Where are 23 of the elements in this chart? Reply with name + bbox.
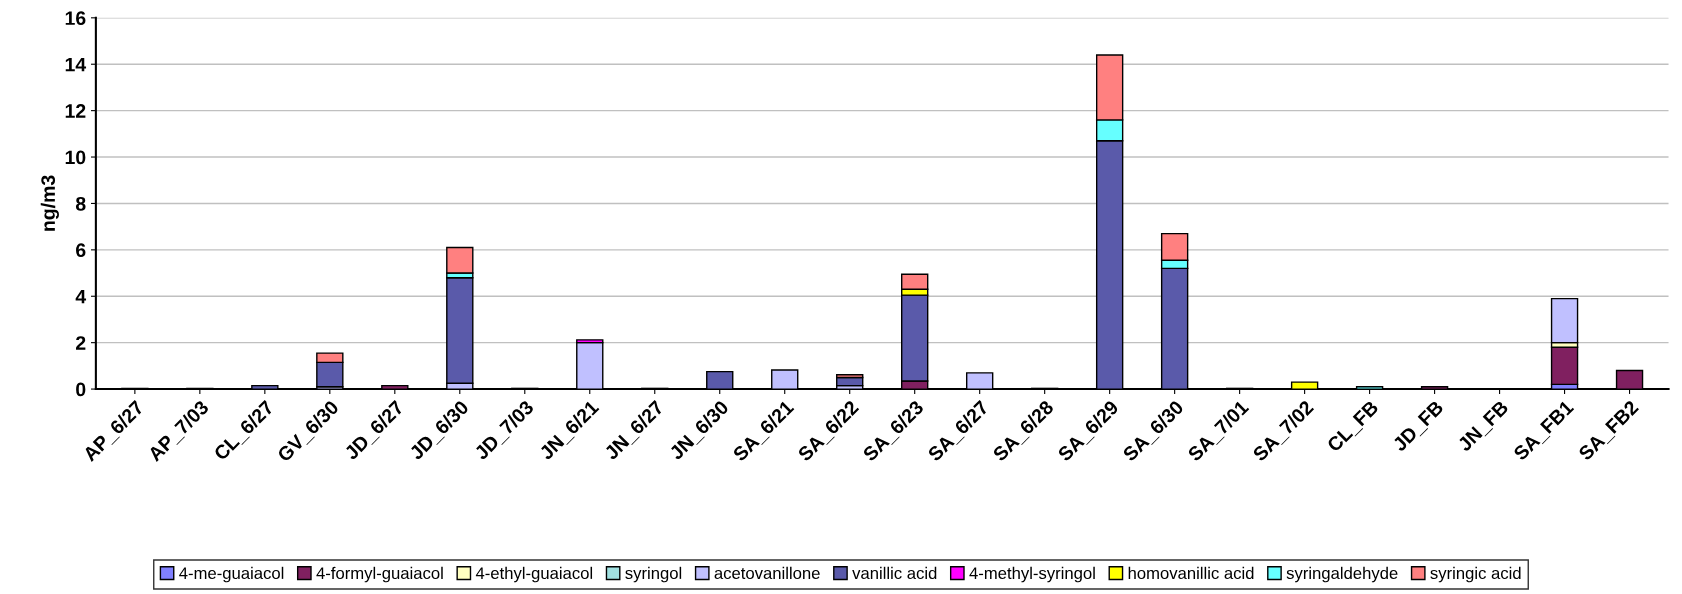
y-tick-label: 16 <box>65 11 86 26</box>
y-tick-label: 8 <box>75 196 86 211</box>
legend-label: vanillic acid <box>852 566 937 580</box>
y-tick-label: 0 <box>76 382 86 397</box>
y-tick-label: 12 <box>65 104 86 118</box>
legend-label: 4-me-guaiacol <box>179 566 284 583</box>
y-tick-label: 6 <box>76 243 86 258</box>
bar <box>1550 297 1579 344</box>
legend-label: 4-ethyl-guaiacol <box>475 566 593 583</box>
y-tick-label: 14 <box>65 57 87 72</box>
legend-label: 4-methyl-syringol <box>969 566 1095 583</box>
y-tick-label: 2 <box>76 336 86 350</box>
bar <box>446 246 474 274</box>
legend-label: homovanillic acid <box>1128 566 1254 580</box>
legend-label: acetovanillone <box>714 566 820 580</box>
legend-label: syringol <box>625 566 682 583</box>
y-tick-label: 10 <box>65 150 86 165</box>
y-tick-label: 4 <box>75 289 87 304</box>
legend-label: syringic acid <box>1430 566 1521 583</box>
legend-label: syringaldehyde <box>1286 566 1398 583</box>
y-axis-title: ng/m3 <box>40 175 59 231</box>
legend-label: 4-formyl-guaiacol <box>316 566 443 583</box>
bar <box>1550 346 1579 386</box>
